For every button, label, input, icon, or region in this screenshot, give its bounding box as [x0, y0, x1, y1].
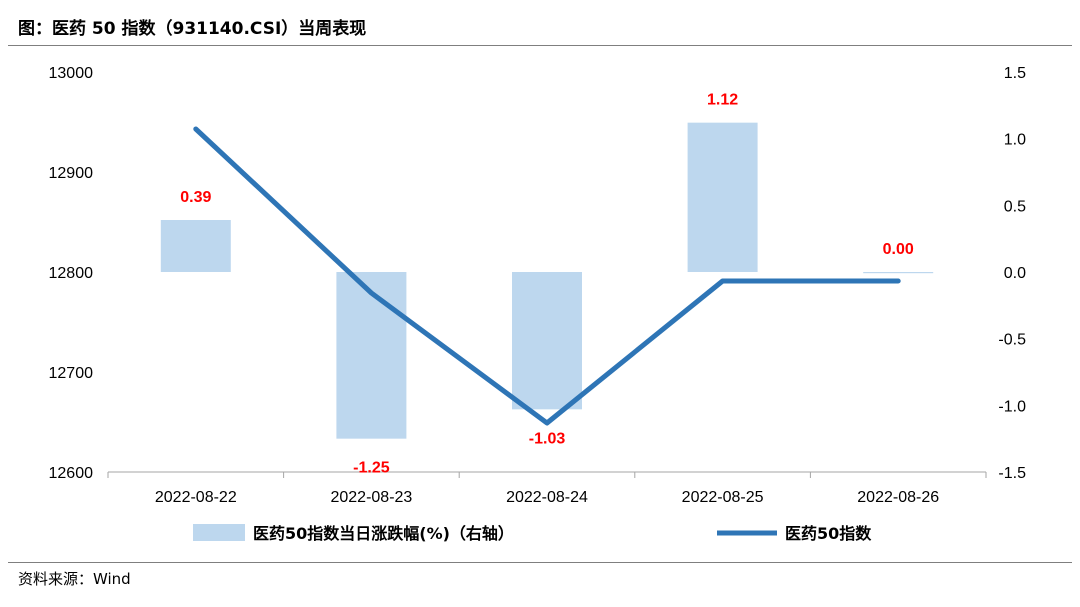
title-divider — [8, 45, 1072, 46]
y-left-tick-label: 13000 — [49, 65, 94, 82]
index-line — [193, 126, 901, 426]
y-left-tick-label: 12700 — [49, 365, 94, 382]
bar — [160, 220, 231, 272]
data-labels: 0.39 -1.25 -1.03 1.12 0.00 — [180, 92, 914, 477]
bar — [863, 272, 934, 274]
chart-legend: 医药50指数当日涨跌幅(%)（右轴） 医药50指数 — [193, 524, 872, 543]
y-right-tick-label: 0.5 — [1004, 198, 1026, 215]
chart-title: 图：医药 50 指数（931140.CSI）当周表现 — [18, 19, 367, 39]
footer-divider — [8, 562, 1072, 563]
bar-data-label: 0.39 — [180, 189, 211, 206]
bar — [512, 272, 582, 410]
y-left-tick-label: 12800 — [49, 265, 94, 282]
bar — [336, 272, 407, 439]
line-series — [193, 126, 901, 426]
bar-data-label: 1.12 — [707, 92, 738, 109]
legend-bar-label: 医药50指数当日涨跌幅(%)（右轴） — [253, 524, 514, 543]
x-tick-label: 2022-08-22 — [155, 489, 237, 506]
y-right-tick-label: 1.5 — [1004, 65, 1026, 82]
legend-line-label: 医药50指数 — [785, 524, 872, 543]
bar-data-label: -1.25 — [353, 460, 390, 477]
y-left-tick-label: 12900 — [49, 165, 94, 182]
y-right-tick-label: -0.5 — [998, 332, 1026, 349]
y-right-tick-label: 1.0 — [1004, 132, 1026, 149]
combo-chart: 2022-08-22 2022-08-23 2022-08-24 2022-08-25… — [49, 65, 1027, 543]
legend-bar-swatch — [193, 524, 245, 541]
y-right-tick-label: -1.0 — [998, 398, 1026, 415]
bar-data-label: 0.00 — [883, 241, 914, 258]
bar-series — [160, 122, 934, 439]
chart-axes: 2022-08-22 2022-08-23 2022-08-24 2022-08-25… — [49, 65, 1027, 506]
y-right-tick-label: 0.0 — [1004, 265, 1026, 282]
y-right-tick-label: -1.5 — [998, 465, 1026, 482]
bar — [687, 122, 758, 273]
x-tick-label: 2022-08-25 — [682, 489, 764, 506]
x-tick-label: 2022-08-26 — [857, 489, 939, 506]
x-tick-label: 2022-08-24 — [506, 489, 588, 506]
x-tick-label: 2022-08-23 — [330, 489, 412, 506]
y-left-tick-label: 12600 — [49, 465, 94, 482]
source-note: 资料来源：Wind — [18, 570, 131, 588]
bar-data-label: -1.03 — [529, 430, 566, 447]
